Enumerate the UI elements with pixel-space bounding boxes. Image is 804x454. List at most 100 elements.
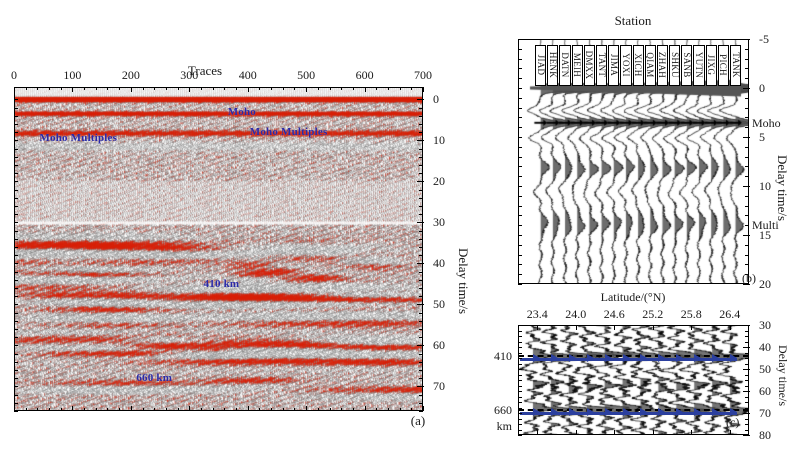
blue-arrowhead xyxy=(640,354,648,363)
minor-tick xyxy=(14,279,18,281)
minor-tick xyxy=(399,87,401,90)
panel-a-plot xyxy=(14,87,423,411)
minor-tick xyxy=(745,78,749,80)
phase-label: Multi xyxy=(752,218,779,233)
panel-c-y-tick: 50 xyxy=(759,362,771,376)
minor-tick xyxy=(25,408,27,411)
minor-tick xyxy=(518,284,522,285)
minor-tick xyxy=(518,264,522,266)
blue-arrowhead xyxy=(550,354,558,363)
minor-tick xyxy=(518,254,522,256)
minor-tick xyxy=(14,304,18,306)
minor-tick xyxy=(14,132,18,134)
minor-tick xyxy=(364,87,366,90)
panel-c-x-tick: 25.2 xyxy=(642,307,664,321)
panel-c-y-tick: 60 xyxy=(759,384,771,398)
minor-tick xyxy=(745,97,749,99)
minor-tick xyxy=(37,87,39,90)
minor-tick xyxy=(518,127,522,129)
minor-tick xyxy=(518,235,522,236)
depth-label: km xyxy=(496,419,512,434)
minor-tick xyxy=(14,148,18,150)
minor-tick xyxy=(745,380,749,381)
panel-a-y-tick: 10 xyxy=(433,133,445,148)
minor-tick xyxy=(518,429,522,431)
minor-tick xyxy=(745,363,749,365)
minor-tick xyxy=(317,87,319,90)
panel-c-x-tick: 25.8 xyxy=(680,307,702,321)
minor-tick xyxy=(745,418,749,420)
minor-tick xyxy=(419,123,423,125)
blue-arrowhead xyxy=(568,354,576,363)
minor-tick xyxy=(419,214,423,216)
minor-tick xyxy=(518,166,522,168)
minor-tick xyxy=(518,205,522,207)
minor-tick xyxy=(518,341,522,343)
minor-tick xyxy=(745,358,749,359)
minor-tick xyxy=(518,358,522,359)
minor-tick xyxy=(14,402,18,404)
tick-mark xyxy=(537,430,539,435)
minor-tick xyxy=(49,87,51,90)
blue-arrowhead xyxy=(730,408,738,417)
minor-tick xyxy=(419,263,423,265)
minor-tick xyxy=(119,408,121,411)
minor-tick xyxy=(419,402,423,404)
minor-tick xyxy=(745,58,749,60)
minor-tick xyxy=(518,195,522,197)
panel-b-y-title: Delay time/s xyxy=(775,155,790,222)
panel-b-y-tick: 20 xyxy=(759,277,771,291)
minor-tick xyxy=(518,274,522,276)
panel-c-y-tick: 70 xyxy=(759,406,771,420)
panel-c-plot xyxy=(518,325,749,435)
blue-arrowhead xyxy=(730,354,738,363)
panel-c-x-tick: 26.4 xyxy=(719,307,741,321)
minor-tick xyxy=(745,107,749,109)
minor-tick xyxy=(745,407,749,409)
minor-tick xyxy=(165,87,167,90)
minor-tick xyxy=(518,380,522,381)
panel-a-y-title: Delay time/s xyxy=(456,248,471,315)
minor-tick xyxy=(745,352,749,354)
panel-a-annotation: 410 km xyxy=(203,277,240,290)
blue-arrowhead xyxy=(586,354,594,363)
minor-tick xyxy=(518,352,522,354)
tick-mark xyxy=(729,430,731,435)
minor-tick xyxy=(518,385,522,387)
minor-tick xyxy=(518,39,522,40)
panel-a-y-tick: 50 xyxy=(433,297,445,312)
minor-tick xyxy=(745,215,749,217)
panel-b-y-tick: 15 xyxy=(759,228,771,242)
minor-tick xyxy=(142,87,144,90)
panel-a-x-tick: 400 xyxy=(238,68,257,82)
minor-tick xyxy=(14,312,18,314)
station-label-jixg: JIXG xyxy=(705,44,717,86)
minor-tick xyxy=(189,87,191,90)
minor-tick xyxy=(745,166,749,168)
minor-tick xyxy=(518,186,522,187)
panel-b-frame xyxy=(518,39,749,284)
minor-tick xyxy=(364,408,366,411)
minor-tick xyxy=(329,408,331,411)
minor-tick xyxy=(60,87,62,90)
minor-tick xyxy=(518,58,522,60)
minor-tick xyxy=(84,87,86,90)
minor-tick xyxy=(259,408,261,411)
panel-a-annotation: Moho xyxy=(227,105,257,118)
minor-tick xyxy=(419,271,423,273)
minor-tick xyxy=(14,361,18,363)
panel-a-y-tick: 30 xyxy=(433,215,445,230)
panel-b-title: Station xyxy=(614,13,652,28)
panel-a-y-tick: 40 xyxy=(433,256,445,271)
minor-tick xyxy=(518,330,522,332)
minor-tick xyxy=(60,408,62,411)
panel-c-x-title: Latitude/(°N) xyxy=(600,290,666,304)
minor-tick xyxy=(518,435,522,436)
minor-tick xyxy=(294,408,296,411)
minor-tick xyxy=(419,337,423,339)
panel-a-x-tick: 700 xyxy=(414,68,432,82)
minor-tick xyxy=(14,411,18,412)
minor-tick xyxy=(14,87,15,90)
minor-tick xyxy=(518,48,522,50)
